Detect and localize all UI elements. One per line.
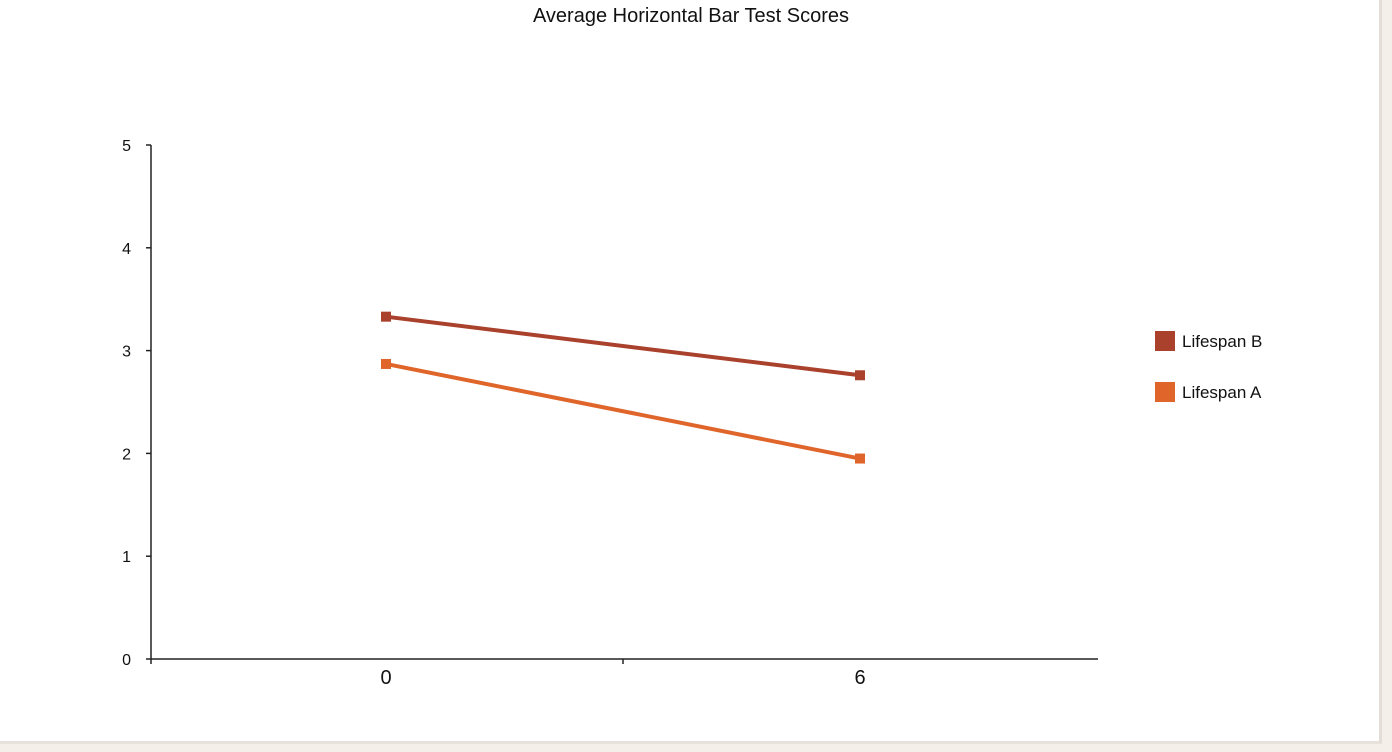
x-tick-label: 0 [380,667,391,689]
y-tick-label: 4 [122,241,131,258]
legend-label: Lifespan B [1182,332,1262,351]
legend-swatch [1155,331,1175,351]
y-tick-label: 1 [122,549,131,566]
series-layer [381,311,865,464]
legend-label: Lifespan A [1182,383,1262,402]
y-tick-label: 0 [122,652,131,669]
series-lifespan-b [381,311,865,381]
data-point [855,370,865,381]
data-point [381,358,391,369]
series-lifespan-a [381,358,865,464]
x-tick-label: 6 [854,667,865,689]
axes: 0 1 2 3 4 5 0 6 [122,138,1098,689]
y-tick-label: 3 [122,344,131,361]
legend: Lifespan B Lifespan A [1155,331,1262,402]
legend-swatch [1155,382,1175,402]
series-line [385,362,861,461]
y-tick-label: 2 [122,446,131,463]
y-tick-label: 5 [122,138,131,155]
data-point [855,453,865,464]
data-point [381,311,391,322]
series-line [385,314,861,378]
chart-title: Average Horizontal Bar Test Scores [533,5,849,27]
